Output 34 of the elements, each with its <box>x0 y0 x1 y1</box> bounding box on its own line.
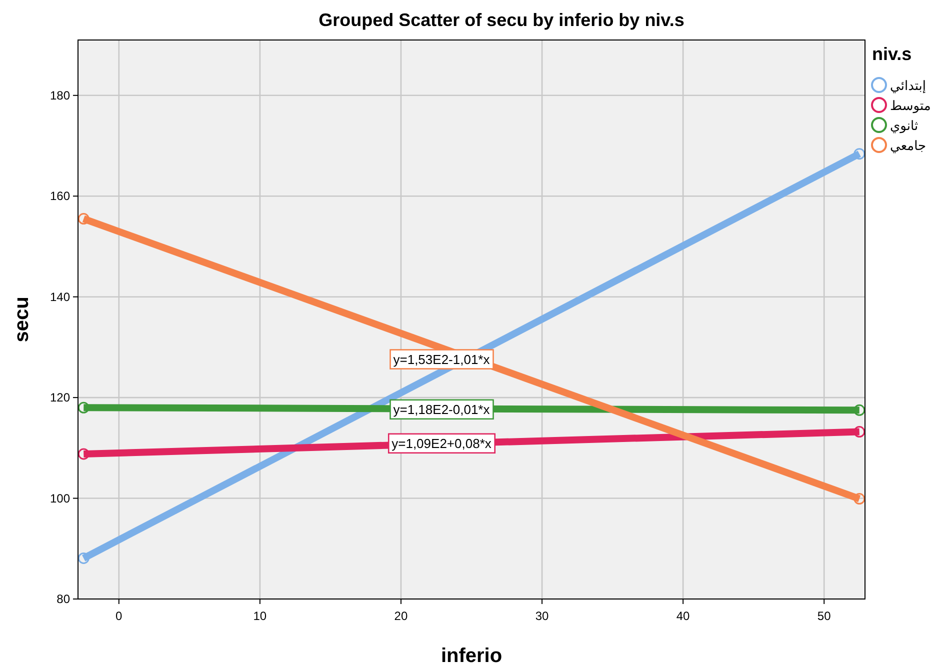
x-tick-label: 20 <box>394 609 408 623</box>
x-tick-label: 40 <box>676 609 690 623</box>
point <box>854 493 865 505</box>
annotation: y=1,53E2-1,01*x <box>393 352 490 367</box>
point <box>78 213 90 225</box>
y-tick-label: 120 <box>50 390 70 405</box>
y-tick-label: 80 <box>56 592 70 606</box>
legend-label: إبتدائي <box>890 79 926 94</box>
chart-title: Grouped Scatter of secu by inferio by niv.s <box>318 10 684 30</box>
point <box>78 402 90 414</box>
y-axis-title: secu <box>11 296 33 342</box>
point <box>78 552 90 564</box>
annotation: y=1,09E2+0,08*x <box>392 436 492 451</box>
x-tick-label: 0 <box>116 609 123 623</box>
point <box>854 426 865 438</box>
y-tick-label: 100 <box>50 491 70 506</box>
y-tick-label: 160 <box>50 189 70 204</box>
y-tick-label: 140 <box>50 290 70 304</box>
annotation: y=1,53E2-1,01*x <box>390 349 494 370</box>
legend-label: جامعي <box>890 139 926 154</box>
annotation: y=1,09E2+0,08*x <box>388 433 496 454</box>
point <box>854 404 865 416</box>
y-tick-label: 180 <box>50 88 70 102</box>
x-tick-label: 30 <box>535 609 550 623</box>
legend-label: ثانوي <box>890 119 918 134</box>
point <box>78 448 90 460</box>
annotation: y=1,18E2-0,01*x <box>393 402 490 417</box>
x-tick-label: 50 <box>817 609 832 623</box>
legend-label: متوسط <box>890 99 931 114</box>
x-axis-title: inferio <box>440 645 502 667</box>
x-tick-label: 10 <box>253 609 267 623</box>
point <box>854 148 865 160</box>
legend-title: niv.s <box>872 44 912 64</box>
annotation: y=1,18E2-0,01*x <box>390 399 494 420</box>
